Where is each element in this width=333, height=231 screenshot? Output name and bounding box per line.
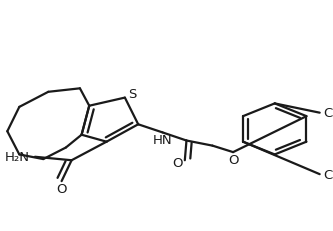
Text: H₂N: H₂N [5, 151, 30, 164]
Text: Cl: Cl [323, 168, 333, 181]
Text: O: O [172, 156, 183, 169]
Text: S: S [128, 88, 137, 100]
Text: HN: HN [153, 133, 172, 146]
Text: Cl: Cl [323, 107, 333, 120]
Text: O: O [56, 182, 67, 195]
Text: O: O [228, 153, 239, 166]
